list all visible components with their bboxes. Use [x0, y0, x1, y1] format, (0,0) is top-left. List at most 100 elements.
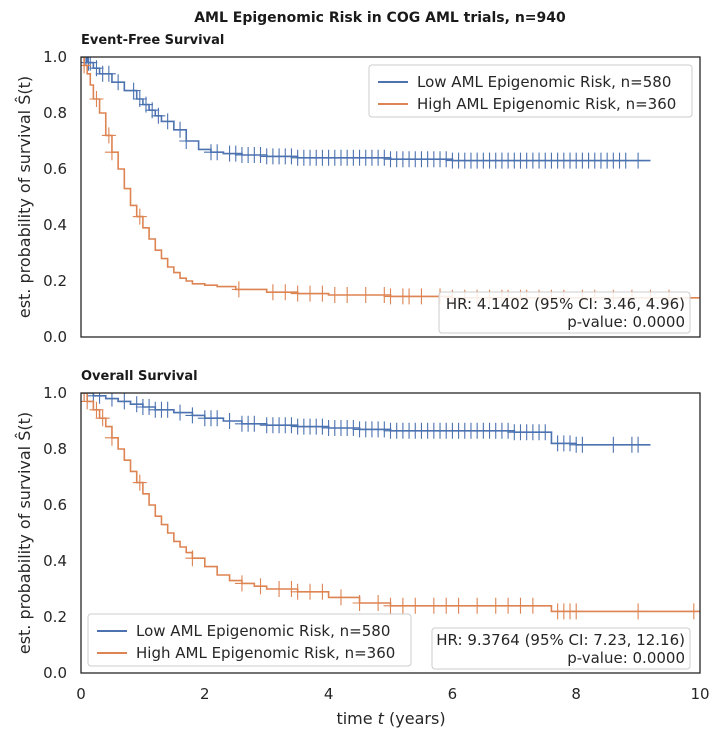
x-axis-label: time t (years) [336, 709, 445, 728]
censor-mark [81, 57, 92, 74]
p-value-text: p-value: 0.0000 [567, 649, 685, 667]
censor-mark [501, 597, 516, 614]
censor-mark [383, 288, 398, 305]
censor-mark [185, 550, 200, 567]
censor-mark [563, 435, 578, 452]
censor-mark [247, 415, 262, 432]
legend: Low AML Epigenomic Risk, n=580 High AML E… [87, 613, 412, 667]
censor-mark [501, 422, 516, 439]
censor-mark [439, 597, 454, 614]
x-tick-label: 4 [324, 685, 334, 703]
censor-mark [81, 393, 95, 410]
censor-mark [253, 578, 268, 595]
censor-mark [575, 436, 590, 453]
censor-mark [408, 597, 423, 614]
p-value-text: p-value: 0.0000 [567, 313, 685, 331]
censor-mark [358, 287, 373, 303]
panel-title: Overall Survival [81, 369, 198, 384]
annotation-frame [438, 291, 691, 334]
censor-mark [210, 144, 225, 161]
censor-mark [686, 603, 700, 620]
censor-mark [101, 65, 116, 82]
censor-mark [290, 285, 305, 302]
censor-mark [132, 474, 147, 491]
y-tick-label: 0.8 [43, 104, 67, 122]
censor-mark [272, 581, 287, 597]
censor-mark [104, 429, 119, 446]
censor-mark [92, 393, 107, 404]
censor-mark [89, 401, 104, 418]
x-tick-label: 8 [571, 685, 581, 703]
censor-mark [132, 208, 147, 225]
y-axis-label: est. probability of survival Ŝ(t) [15, 412, 34, 654]
y-axis-label: est. probability of survival Ŝ(t) [15, 76, 34, 318]
censor-mark [569, 603, 584, 620]
censor-mark [179, 133, 194, 149]
hazard-ratio-text: HR: 4.1402 (95% CI: 3.46, 4.96) [446, 295, 685, 313]
annotation-frame [431, 627, 691, 670]
legend-label: Low AML Epigenomic Risk, n=580 [417, 73, 671, 91]
y-tick-label: 0.8 [43, 440, 67, 458]
censor-mark [222, 413, 237, 429]
censor-mark [234, 575, 249, 592]
panel-title: Event-Free Survival [81, 33, 224, 48]
censor-mark [315, 418, 330, 435]
censor-mark [111, 74, 126, 91]
x-tick-label: 6 [448, 685, 458, 703]
hazard-ratio-text: HR: 9.3764 (95% CI: 7.23, 12.16) [436, 631, 685, 649]
hr-annotation: HR: 4.1402 (95% CI: 3.46, 4.96)p-value: … [438, 291, 691, 334]
y-tick-label: 1.0 [43, 48, 67, 66]
censor-mark [101, 127, 116, 144]
censor-mark [346, 420, 361, 436]
plot-area [81, 393, 700, 620]
y-tick-label: 0.2 [43, 272, 67, 290]
hr-annotation: HR: 9.3764 (95% CI: 7.23, 12.16)p-value:… [431, 627, 691, 670]
censor-mark [151, 107, 166, 124]
censor-mark [618, 152, 633, 169]
censor-mark [606, 436, 621, 453]
censor-mark [278, 284, 293, 301]
censor-mark [402, 288, 417, 305]
censor-mark [284, 148, 299, 165]
censor-mark [315, 285, 330, 302]
y-tick-label: 1.0 [43, 384, 67, 402]
censor-mark [228, 145, 243, 162]
censor-mark [333, 589, 348, 606]
legend-frame [368, 64, 693, 118]
censor-mark [631, 436, 646, 453]
censor-mark [414, 288, 429, 305]
censor-mark [185, 407, 200, 424]
censor-mark [89, 91, 104, 107]
censor-mark [451, 597, 466, 614]
x-tick-label: 2 [200, 685, 210, 703]
censor-mark [383, 597, 398, 614]
censor-mark [126, 82, 141, 99]
censor-mark [303, 285, 318, 302]
censor-mark [525, 597, 540, 614]
censor-mark [173, 121, 188, 138]
censor-mark [470, 597, 485, 614]
censor-mark [129, 396, 144, 413]
censor-mark [315, 583, 330, 600]
censor-mark [340, 287, 355, 303]
censor-mark [290, 583, 305, 600]
panel-1: Event-Free Survival 0.0 0.2 0.4 0.6 0.8 1.0 est… [15, 33, 701, 346]
legend-frame [87, 613, 412, 667]
censor-mark [631, 603, 646, 620]
censor-mark [95, 410, 110, 427]
censor-mark [117, 393, 132, 410]
censor-mark [104, 144, 119, 161]
censor-mark [284, 417, 299, 434]
figure-title: AML Epigenomic Risk in COG AML trials, n… [194, 10, 566, 26]
censor-mark [439, 151, 454, 168]
censor-mark [513, 597, 528, 614]
x-tick-label: 0 [76, 685, 86, 703]
censor-mark [253, 147, 268, 163]
censor-mark [426, 597, 441, 614]
censor-mark [265, 284, 280, 301]
legend-label: High AML Epigenomic Risk, n=360 [417, 95, 676, 113]
plot-area [81, 57, 700, 306]
censor-mark [231, 281, 246, 298]
censor-mark [631, 152, 646, 169]
censor-mark [81, 393, 92, 401]
